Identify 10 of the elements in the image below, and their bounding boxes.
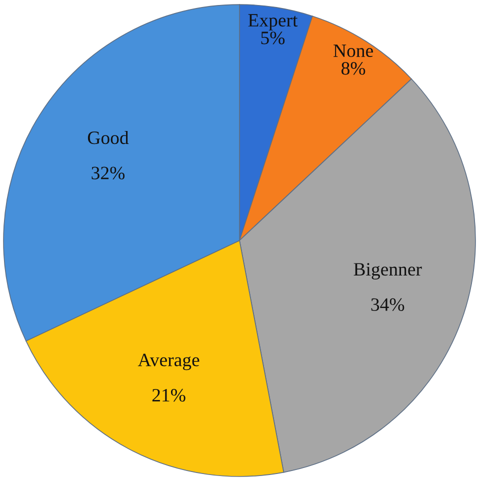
data-label: 21%	[152, 388, 186, 402]
slice-label: Good	[88, 130, 129, 144]
data-label: 34%	[371, 298, 404, 311]
slice-label: Average	[138, 354, 200, 370]
data-label: 5%	[261, 32, 285, 44]
data-label: 8%	[342, 62, 366, 75]
slice-label: None	[334, 44, 373, 58]
slice-label: Expert	[248, 14, 298, 30]
data-label: 32%	[92, 166, 125, 180]
slice-label: Bigenner	[354, 263, 422, 280]
